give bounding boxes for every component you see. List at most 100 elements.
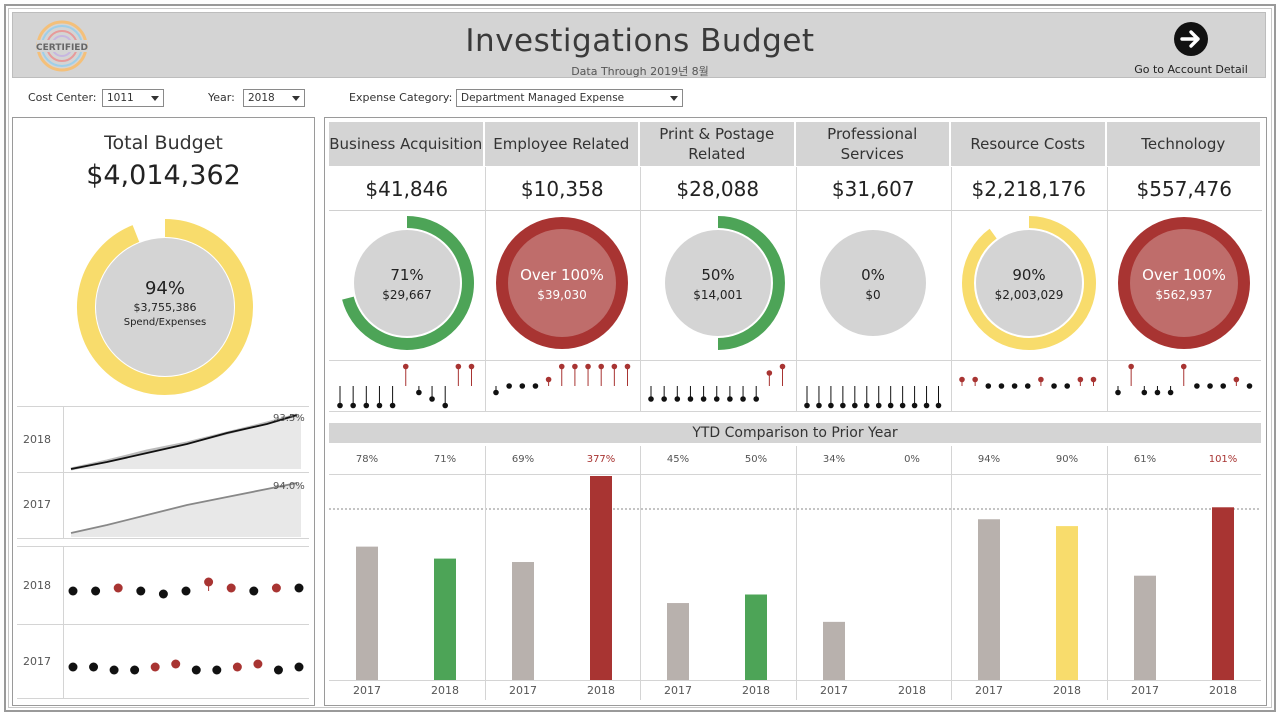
donut-arc <box>961 216 1096 350</box>
divider <box>17 538 309 539</box>
year-select[interactable]: 2018 <box>243 89 305 107</box>
donut-center <box>1130 229 1239 337</box>
trend-line-2017 <box>70 482 298 534</box>
ytd-pct-label: 377% <box>586 454 615 465</box>
lollipop-dot <box>363 402 370 409</box>
ytd-year-label: 2017 <box>509 684 537 697</box>
ytd-pct-label: 0% <box>904 454 920 465</box>
category-budget-value: $31,607 <box>795 167 951 211</box>
expense-category-select[interactable]: Department Managed Expense <box>456 89 683 107</box>
total-spend: $3,755,386 <box>133 301 197 314</box>
trend-line-2018 <box>70 414 298 470</box>
lollipop-dot <box>597 363 604 370</box>
dot-mark <box>91 586 101 596</box>
divider <box>1106 446 1108 700</box>
ytd-pct-label: 61% <box>1133 454 1155 465</box>
total-budget-label: Total Budget <box>104 132 223 154</box>
lollipop-dot <box>1206 383 1213 389</box>
donut-center <box>820 230 927 336</box>
lollipop-dot <box>727 396 733 402</box>
ytd-year-label: 2017 <box>1131 684 1159 697</box>
lollipop-dot <box>753 396 759 402</box>
ytd-bar <box>1133 575 1156 680</box>
ytd-bar <box>667 603 689 680</box>
ytd-year-label: 2018 <box>1053 684 1081 697</box>
lollipop-dot <box>492 389 499 396</box>
lollipop-dot <box>923 402 929 409</box>
ytd-bar <box>1056 526 1078 680</box>
trend-end-label-2017: 94.0% <box>273 481 305 492</box>
dot-mark <box>68 662 78 672</box>
dot-mark <box>191 665 201 675</box>
category-donut[interactable]: Over 100% $562,937 <box>1114 213 1254 353</box>
category-budget-value: $2,218,176 <box>951 167 1107 211</box>
category-lollipop-chart <box>337 363 475 409</box>
divider <box>951 167 952 411</box>
cost-center-select[interactable]: 1011 <box>102 89 164 107</box>
category-header: Professional Services <box>795 122 950 166</box>
certified-logo: CERTIFIED <box>35 19 89 73</box>
dot-mark <box>204 577 214 587</box>
dot-mark <box>181 586 191 596</box>
divider <box>484 446 486 700</box>
ytd-bar <box>589 476 612 680</box>
trend-area-2017 <box>71 483 301 537</box>
dot-plot-2018 <box>68 577 304 599</box>
chevron-down-icon <box>292 96 300 101</box>
category-donut[interactable]: 90% $2,003,029 <box>959 213 1099 353</box>
ytd-pct-label: 69% <box>511 454 533 465</box>
donut-arc <box>341 216 474 350</box>
total-donut-arc <box>77 219 253 395</box>
ytd-year-label: 2018 <box>431 684 459 697</box>
ytd-pct-label: 34% <box>822 454 844 465</box>
trend-year-2017: 2017 <box>23 498 51 511</box>
lollipop-dot <box>911 402 917 409</box>
ytd-pct-label: 94% <box>978 454 1000 465</box>
dot-mark <box>113 583 123 593</box>
ytd-bar <box>356 546 378 680</box>
ytd-pct-label: 50% <box>745 454 767 465</box>
dot-mark <box>212 665 222 675</box>
total-spend-caption: Spend/Expenses <box>123 317 207 328</box>
category-donut[interactable]: 0%$0 <box>803 213 943 353</box>
divider <box>640 167 641 411</box>
go-to-account-detail-button[interactable]: Go to Account Detail <box>1131 21 1251 76</box>
lollipop-dot <box>1167 389 1173 396</box>
dot-mark <box>294 583 304 593</box>
category-donut[interactable]: 50% $14,001 <box>648 213 788 353</box>
lollipop-dot <box>700 396 707 402</box>
divider <box>63 406 64 538</box>
trend-year-2018: 2018 <box>23 433 51 446</box>
go-to-account-detail-label: Go to Account Detail <box>1134 63 1248 76</box>
category-budget-value: $10,358 <box>484 167 640 211</box>
category-donut[interactable]: 71% $29,667 <box>337 213 477 353</box>
donut-pct: 71% <box>390 266 423 284</box>
lollipop-dot <box>429 396 435 402</box>
lollipop-dot <box>1077 376 1084 383</box>
dot-mark <box>130 665 140 675</box>
donut-spent: $0 <box>866 288 881 302</box>
ytd-pct-label: 71% <box>434 454 456 465</box>
lollipop-dot <box>468 363 475 370</box>
divider <box>951 446 952 700</box>
dots-year-2018: 2018 <box>23 579 51 592</box>
dot-mark <box>249 586 259 596</box>
trend-chart-2017: 94.0% <box>70 481 305 537</box>
category-header: Business Acquisition <box>329 122 484 166</box>
ytd-bar-chart: 34% 2017 0% 2018 <box>820 454 926 697</box>
lollipop-dot <box>935 402 941 409</box>
lollipop-dot <box>687 396 694 402</box>
category-budget-value: $28,088 <box>640 167 796 211</box>
lollipop-dot <box>611 363 617 370</box>
donut-pct: Over 100% <box>1142 266 1226 284</box>
lollipop-dot <box>337 402 343 409</box>
arrow-right-circle-icon <box>1174 22 1208 56</box>
lollipop-dot <box>1064 383 1070 389</box>
ytd-pct-label: 45% <box>667 454 689 465</box>
total-budget-donut[interactable] <box>70 212 260 402</box>
category-donut[interactable]: Over 100% $39,030 <box>492 213 632 353</box>
ytd-bar-chart: 61% 2017 101% 2018 <box>1131 454 1237 697</box>
divider <box>17 406 309 407</box>
dot-mark <box>68 586 78 596</box>
lollipop-dot <box>766 370 773 376</box>
